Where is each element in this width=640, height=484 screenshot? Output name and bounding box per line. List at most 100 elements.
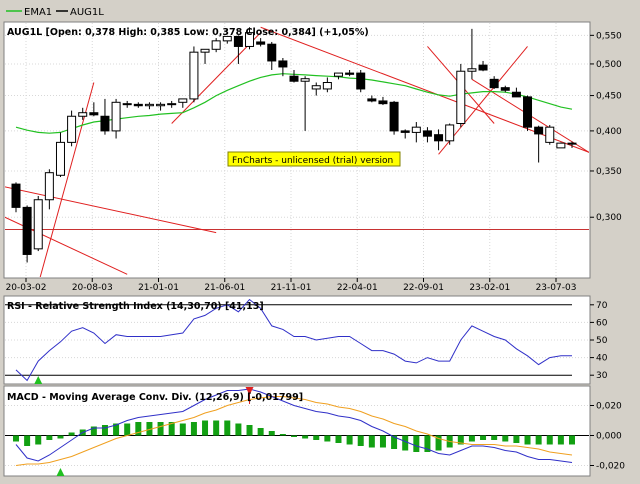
price-y-tick-label: 0,550 — [596, 31, 622, 41]
macd-hist-bar — [168, 422, 175, 436]
candle — [89, 102, 99, 117]
candle — [545, 124, 555, 145]
candle-body — [367, 98, 377, 102]
macd-hist-bar — [368, 435, 375, 448]
price-y-tick-label: 0,350 — [596, 167, 622, 177]
candle-body — [167, 103, 177, 106]
candle-body — [378, 100, 388, 105]
candle-body — [389, 101, 399, 132]
macd-hist-bar — [502, 435, 509, 442]
macd-hist-bar — [257, 428, 264, 436]
candle-body — [267, 43, 277, 62]
macd-hist-bar — [46, 435, 53, 440]
candle-body — [44, 172, 54, 201]
candle — [189, 46, 199, 103]
price-y-tick-label: 0,450 — [596, 92, 622, 102]
candle — [422, 127, 432, 143]
macd-hist-bar — [346, 435, 353, 445]
price-title: AUG1L [Open: 0,378 High: 0,385 Low: 0,37… — [7, 27, 369, 38]
price-x-tick-label: 22-09-01 — [403, 283, 444, 293]
macd-panel — [3, 385, 591, 477]
candle — [11, 182, 21, 213]
macd-hist-bar — [24, 435, 31, 446]
candle-body — [200, 48, 210, 53]
candle — [300, 76, 310, 131]
macd-hist-bar — [291, 435, 297, 437]
macd-hist-bar — [146, 422, 153, 436]
candle — [44, 169, 54, 210]
price-y-tick-label: 0,300 — [596, 213, 622, 223]
candle — [434, 129, 444, 151]
candle — [445, 123, 455, 145]
macd-hist-bar — [424, 435, 431, 452]
candle-body — [434, 134, 444, 142]
macd-hist-bar — [135, 422, 142, 436]
macd-hist-bar — [435, 435, 442, 451]
candle — [289, 70, 299, 83]
candle — [345, 70, 355, 77]
macd-hist-bar — [457, 435, 464, 445]
candle-body — [322, 82, 332, 90]
candle-body — [67, 115, 77, 143]
macd-hist-bar — [379, 435, 386, 448]
macd-buy-arrow — [56, 468, 65, 476]
candle — [333, 72, 343, 80]
rsi-marks — [15, 298, 572, 384]
candle-body — [400, 130, 410, 133]
candle-body — [211, 40, 221, 50]
macd-hist-bar — [190, 422, 197, 436]
macd-hist-bar — [569, 435, 575, 445]
candle-body — [556, 142, 566, 149]
price-x-tick-label: 22-04-01 — [337, 283, 378, 293]
candle — [167, 100, 177, 108]
candle-body — [289, 75, 299, 82]
candle — [200, 48, 210, 64]
rsi-y-tick-label: 70 — [596, 301, 608, 311]
macd-hist-bar — [391, 435, 398, 449]
rsi-y-tick-label: 30 — [596, 371, 608, 381]
candle-body — [411, 126, 421, 133]
macd-hist-bar — [335, 435, 342, 443]
candle-body — [445, 124, 455, 142]
price-x-tick-label: 21-11-01 — [271, 283, 312, 293]
candle — [400, 129, 410, 139]
candle — [467, 28, 477, 80]
candle-body — [333, 72, 343, 77]
macd-y-tick-label: -0,020 — [596, 462, 625, 472]
candle — [278, 57, 288, 77]
macd-line — [15, 388, 573, 463]
price-y-tick-label: 0,400 — [596, 127, 622, 137]
candle-body — [178, 98, 188, 103]
candle-body — [345, 72, 355, 75]
watermark-text: FnCharts - unlicensed (trial) version — [232, 156, 393, 166]
price-x-tick-label: 20-03-02 — [6, 283, 47, 293]
macd-hist-bar — [513, 435, 520, 443]
candle — [556, 142, 566, 149]
candle — [389, 100, 399, 135]
macd-y-tick-label: 0,000 — [596, 432, 622, 442]
macd-hist-bar — [224, 420, 231, 436]
candle-body — [11, 183, 21, 208]
candle — [267, 41, 277, 71]
trendline — [5, 186, 217, 234]
candle-body — [133, 103, 143, 107]
candle-body — [33, 199, 43, 250]
legend-aug-label: AUG1L — [70, 7, 104, 18]
price-y-tick-label: 0,500 — [596, 60, 622, 70]
price-x-tick-label: 20-08-03 — [72, 283, 113, 293]
candle — [534, 125, 544, 163]
macd-hist-bar — [157, 422, 164, 436]
macd-hist-bar — [202, 420, 209, 436]
candle-body — [256, 41, 266, 45]
candle-body — [78, 112, 88, 117]
macd-hist-bar — [113, 423, 120, 436]
candle — [100, 98, 110, 135]
macd-hist-bar — [68, 432, 75, 436]
trendline — [471, 78, 589, 153]
macd-y-axis: 0,020 0,000 -0,020 — [590, 402, 625, 472]
macd-title: MACD - Moving Average Conv. Div. (12,26,… — [7, 392, 303, 403]
macd-hist-bar — [302, 435, 309, 439]
candle-body — [100, 115, 110, 132]
price-x-axis: 20-03-02 20-08-03 21-01-01 21-06-01 21-11-01… — [6, 278, 576, 293]
